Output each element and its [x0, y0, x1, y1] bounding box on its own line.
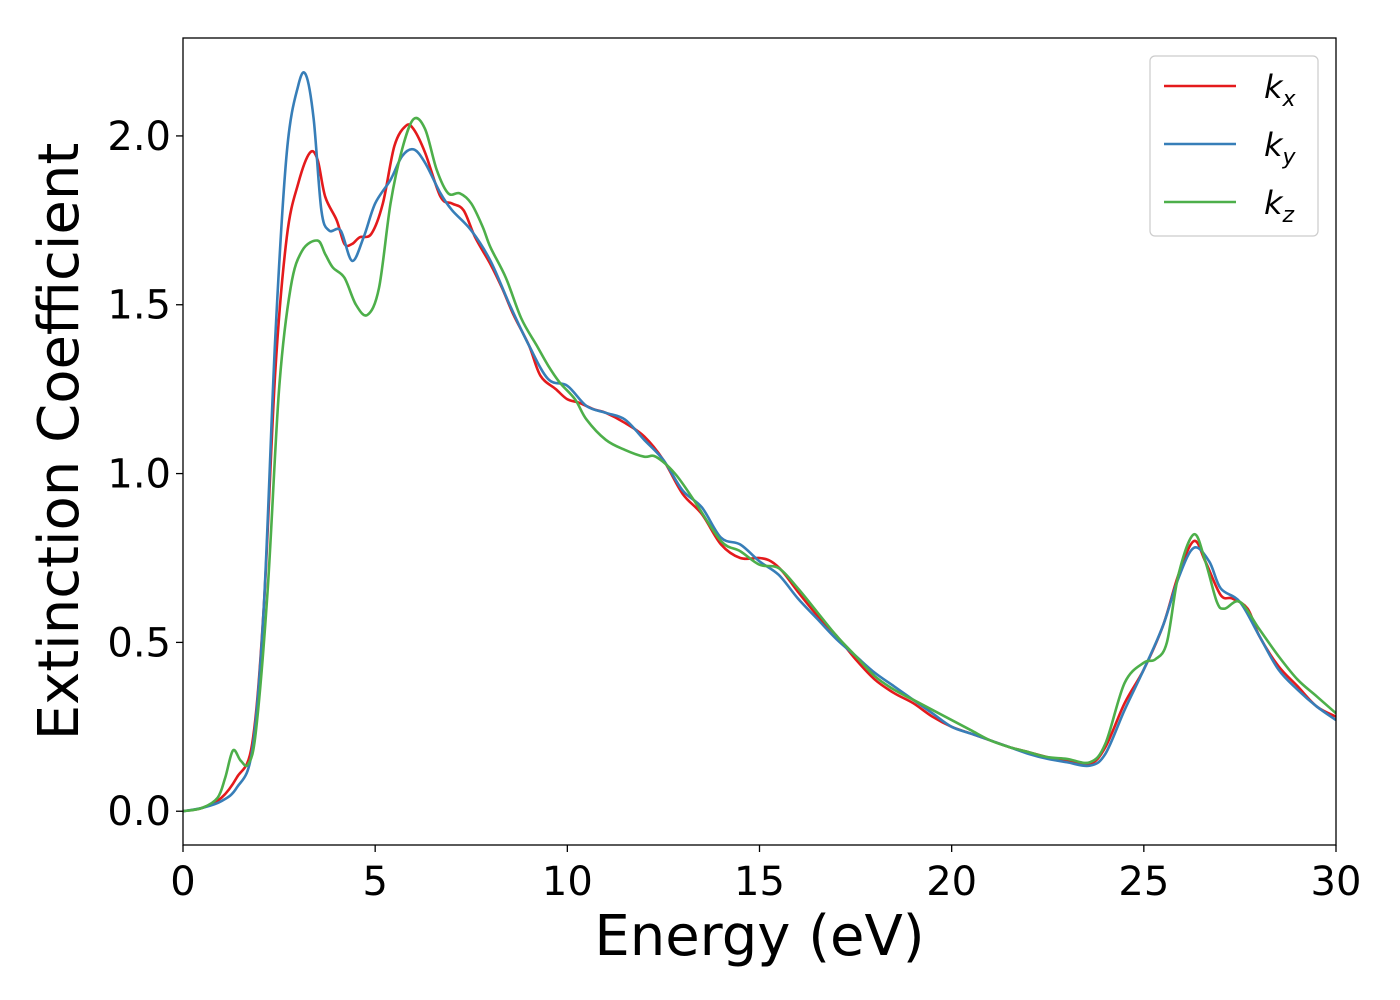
series-line-k-z [183, 116, 1336, 813]
y-tick-label: 0.5 [107, 620, 171, 666]
legend-label: kx [1264, 68, 1297, 112]
series-line-k-x [183, 123, 1336, 813]
x-tick-label: 15 [734, 859, 785, 905]
x-tick-label: 10 [542, 859, 593, 905]
x-axis-label: Energy (eV) [594, 904, 924, 969]
x-tick-label: 25 [1118, 859, 1169, 905]
y-tick-label: 1.0 [107, 452, 171, 498]
y-tick-label: 1.5 [107, 283, 171, 329]
x-tick-label: 5 [362, 859, 387, 905]
x-tick-label: 0 [170, 859, 195, 905]
series-layer [183, 71, 1336, 813]
y-tick-label: 0.0 [107, 789, 171, 835]
legend-label: ky [1264, 126, 1297, 170]
x-tick-label: 30 [1311, 859, 1362, 905]
x-tick-label: 20 [926, 859, 977, 905]
legend-box [1149, 55, 1319, 237]
legend-label: kz [1264, 184, 1295, 228]
legend: kx ky kz [1149, 55, 1319, 237]
x-axis-ticks: 0 5 10 15 20 25 30 [170, 845, 1361, 905]
y-tick-label: 2.0 [107, 114, 171, 160]
y-axis-label: Extinction Coefficient [27, 143, 92, 741]
y-axis-ticks: 0.0 0.5 1.0 1.5 2.0 [107, 114, 183, 835]
series-line-k-y [183, 71, 1336, 813]
